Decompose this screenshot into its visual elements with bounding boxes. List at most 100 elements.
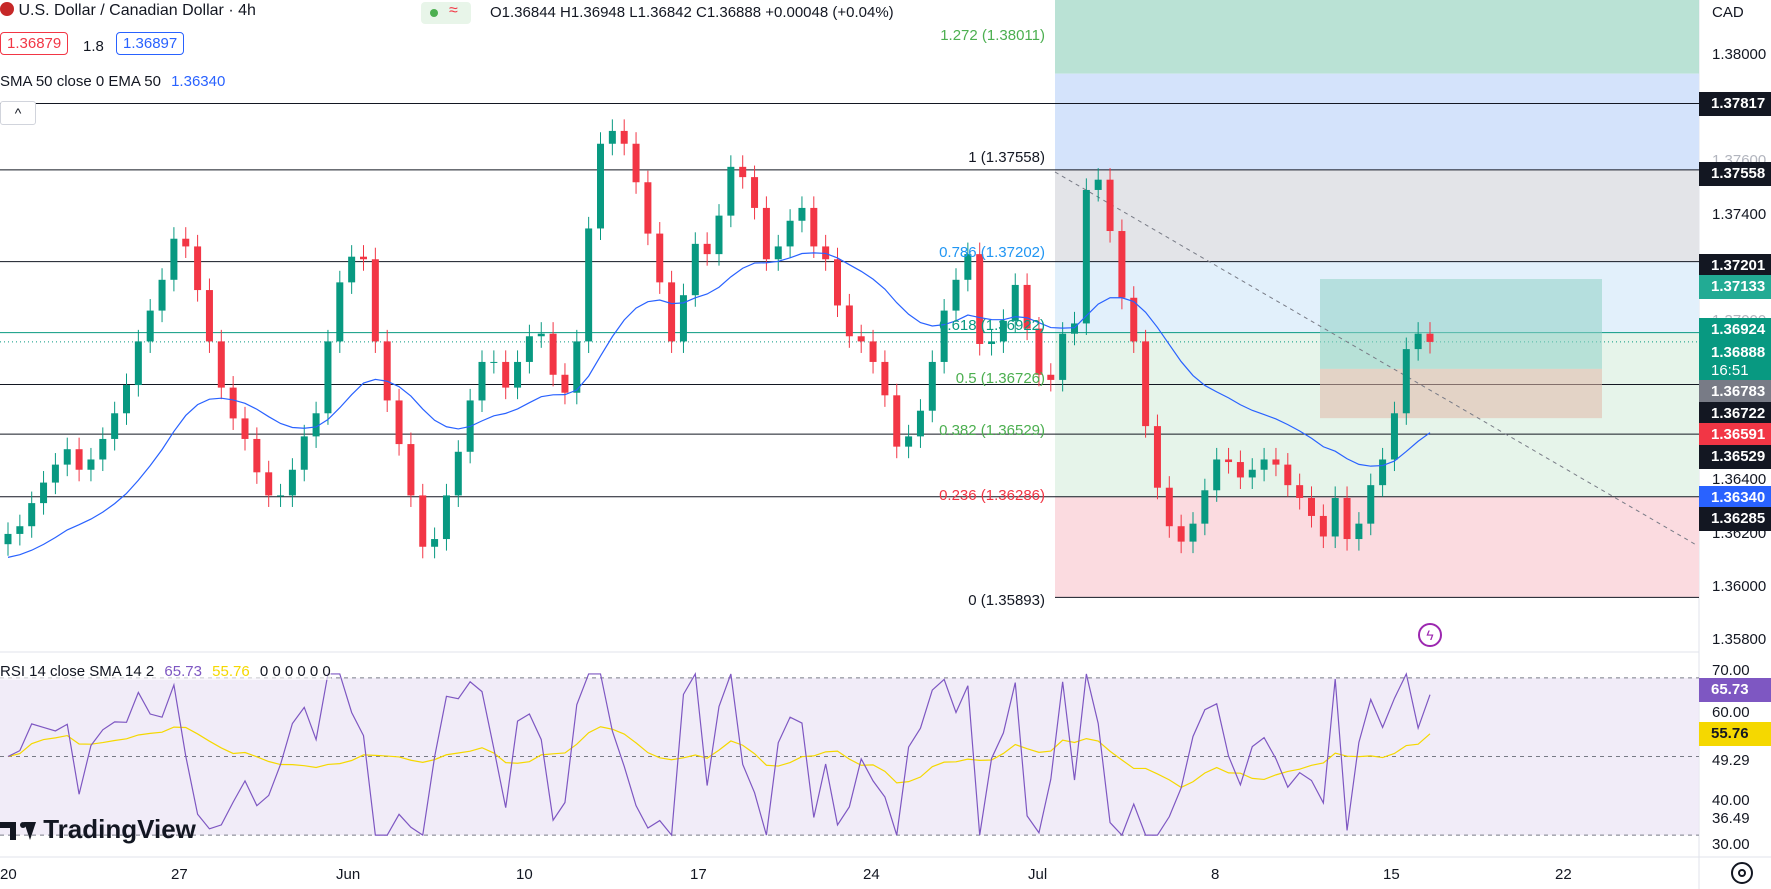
time-tick: 8: [1211, 866, 1220, 883]
rsi-tick: 60.00: [1712, 704, 1750, 721]
candle-body: [905, 436, 913, 447]
candle-body: [952, 279, 960, 311]
usd-flag-icon: [0, 2, 14, 16]
fib-text: 0.382 (1.36529): [939, 422, 1045, 439]
candle-body: [762, 207, 770, 260]
price-tick: 1.36000: [1712, 578, 1767, 595]
price-tick: 1.36400: [1712, 471, 1767, 488]
time-tick: 17: [690, 866, 707, 883]
candle-body: [715, 215, 723, 255]
rsi-legend[interactable]: RSI 14 close SMA 14 2 65.73 55.76 0 0 0 …: [0, 663, 331, 680]
candle-body: [217, 341, 225, 388]
candle-body: [679, 295, 687, 342]
candle-body: [454, 451, 462, 496]
candle-body: [597, 143, 604, 229]
sell-price-button[interactable]: 1.36879: [0, 32, 69, 55]
candle-body: [1165, 487, 1173, 527]
candle-body: [490, 361, 498, 363]
candle-body: [928, 361, 936, 411]
candle-body: [988, 341, 996, 344]
candle-body: [371, 259, 379, 342]
candle-body: [1047, 374, 1055, 380]
candle-body: [324, 341, 332, 414]
gear-icon[interactable]: [1731, 862, 1753, 884]
candle-body: [1225, 459, 1233, 463]
price-tag: 1.36722: [1699, 402, 1771, 426]
time-tick: 22: [1555, 866, 1572, 883]
candle-body: [573, 341, 581, 393]
candle-body: [1248, 469, 1256, 478]
candle-body: [976, 254, 984, 344]
candle-body: [1367, 485, 1375, 524]
rsi-tick: 30.00: [1712, 836, 1750, 853]
candle-body: [383, 341, 391, 401]
rsi-tag: 65.73: [1699, 678, 1771, 702]
fib-text: 0.236 (1.36286): [939, 487, 1045, 504]
candle-body: [1284, 464, 1292, 486]
candle-body: [1331, 497, 1339, 537]
ohlc-readout: O1.36844 H1.36948 L1.36842 C1.36888 +0.0…: [490, 4, 894, 21]
indicator-legend[interactable]: SMA 50 close 0 EMA 50 1.36340: [0, 73, 225, 90]
candle-body: [1308, 497, 1315, 516]
price-tag: 1.36340: [1699, 486, 1771, 510]
ema50-line: [7, 252, 1431, 558]
buy-price-button[interactable]: 1.36897: [116, 32, 185, 55]
candle-body: [63, 449, 71, 465]
candle-body: [1343, 497, 1351, 540]
candle-body: [1189, 523, 1197, 542]
candle-body: [1142, 341, 1150, 427]
indicator-value: 1.36340: [171, 73, 226, 90]
time-tick: 10: [516, 866, 533, 883]
last-price: 1.36888: [1711, 344, 1766, 361]
candle-body: [999, 320, 1007, 342]
market-status-badge[interactable]: ≈: [421, 2, 471, 24]
fib-label-1272: 1.272 (1.38011): [825, 27, 1045, 44]
fib-zone-1: [1055, 73, 1699, 170]
candle-body: [893, 395, 901, 447]
chevron-up-icon: ^: [14, 105, 22, 121]
candle-body: [123, 385, 130, 414]
candle-body: [881, 361, 889, 396]
candle-body: [620, 130, 628, 144]
rsi-tick: 36.49: [1712, 810, 1750, 827]
last-price-tag: 1.36888 16:51: [1699, 341, 1771, 381]
candle-body: [1071, 323, 1078, 334]
price-tag: 1.36529: [1699, 445, 1771, 469]
candle-body: [525, 336, 533, 362]
candle-body: [395, 400, 403, 445]
trend-line: [1054, 171, 1696, 545]
candle-body: [182, 238, 190, 247]
candle-body: [845, 305, 853, 337]
candle-body: [1355, 523, 1363, 540]
candle-body: [1402, 349, 1410, 414]
candle-body: [1379, 459, 1387, 486]
tradingview-watermark: TradingView: [0, 814, 196, 845]
price-tag: 1.37817: [1699, 92, 1771, 116]
rsi-tick: 49.29: [1712, 752, 1750, 769]
candle-body: [940, 310, 948, 362]
fib-text: 1 (1.37558): [968, 149, 1045, 166]
candle-body: [537, 333, 545, 337]
price-tag: 1.36924: [1699, 318, 1771, 342]
price-tag: 1.36285: [1699, 507, 1771, 531]
rsi-tick: 70.00: [1712, 662, 1750, 679]
lightning-icon[interactable]: ϟ: [1418, 623, 1442, 647]
position-stop-box: [1320, 368, 1602, 419]
rsi-sma-line: [7, 726, 1431, 789]
candle-body: [229, 387, 237, 419]
price-tick: 1.35800: [1712, 631, 1767, 648]
candle-body: [336, 282, 344, 342]
candle-body: [549, 333, 557, 375]
candle-body: [1094, 179, 1102, 190]
symbol-title-bar[interactable]: U.S. Dollar / Canadian Dollar · 4h: [0, 2, 256, 20]
currency-label[interactable]: CAD: [1712, 4, 1744, 21]
data-delay-icon: ≈: [449, 2, 458, 19]
candle-body: [241, 418, 249, 439]
collapse-legend-button[interactable]: ^: [0, 101, 36, 125]
candle-body: [739, 166, 747, 178]
candle-body: [265, 472, 273, 496]
candle-body: [170, 238, 178, 280]
candle-body: [146, 310, 154, 342]
price-tag: 1.36783: [1699, 380, 1771, 404]
